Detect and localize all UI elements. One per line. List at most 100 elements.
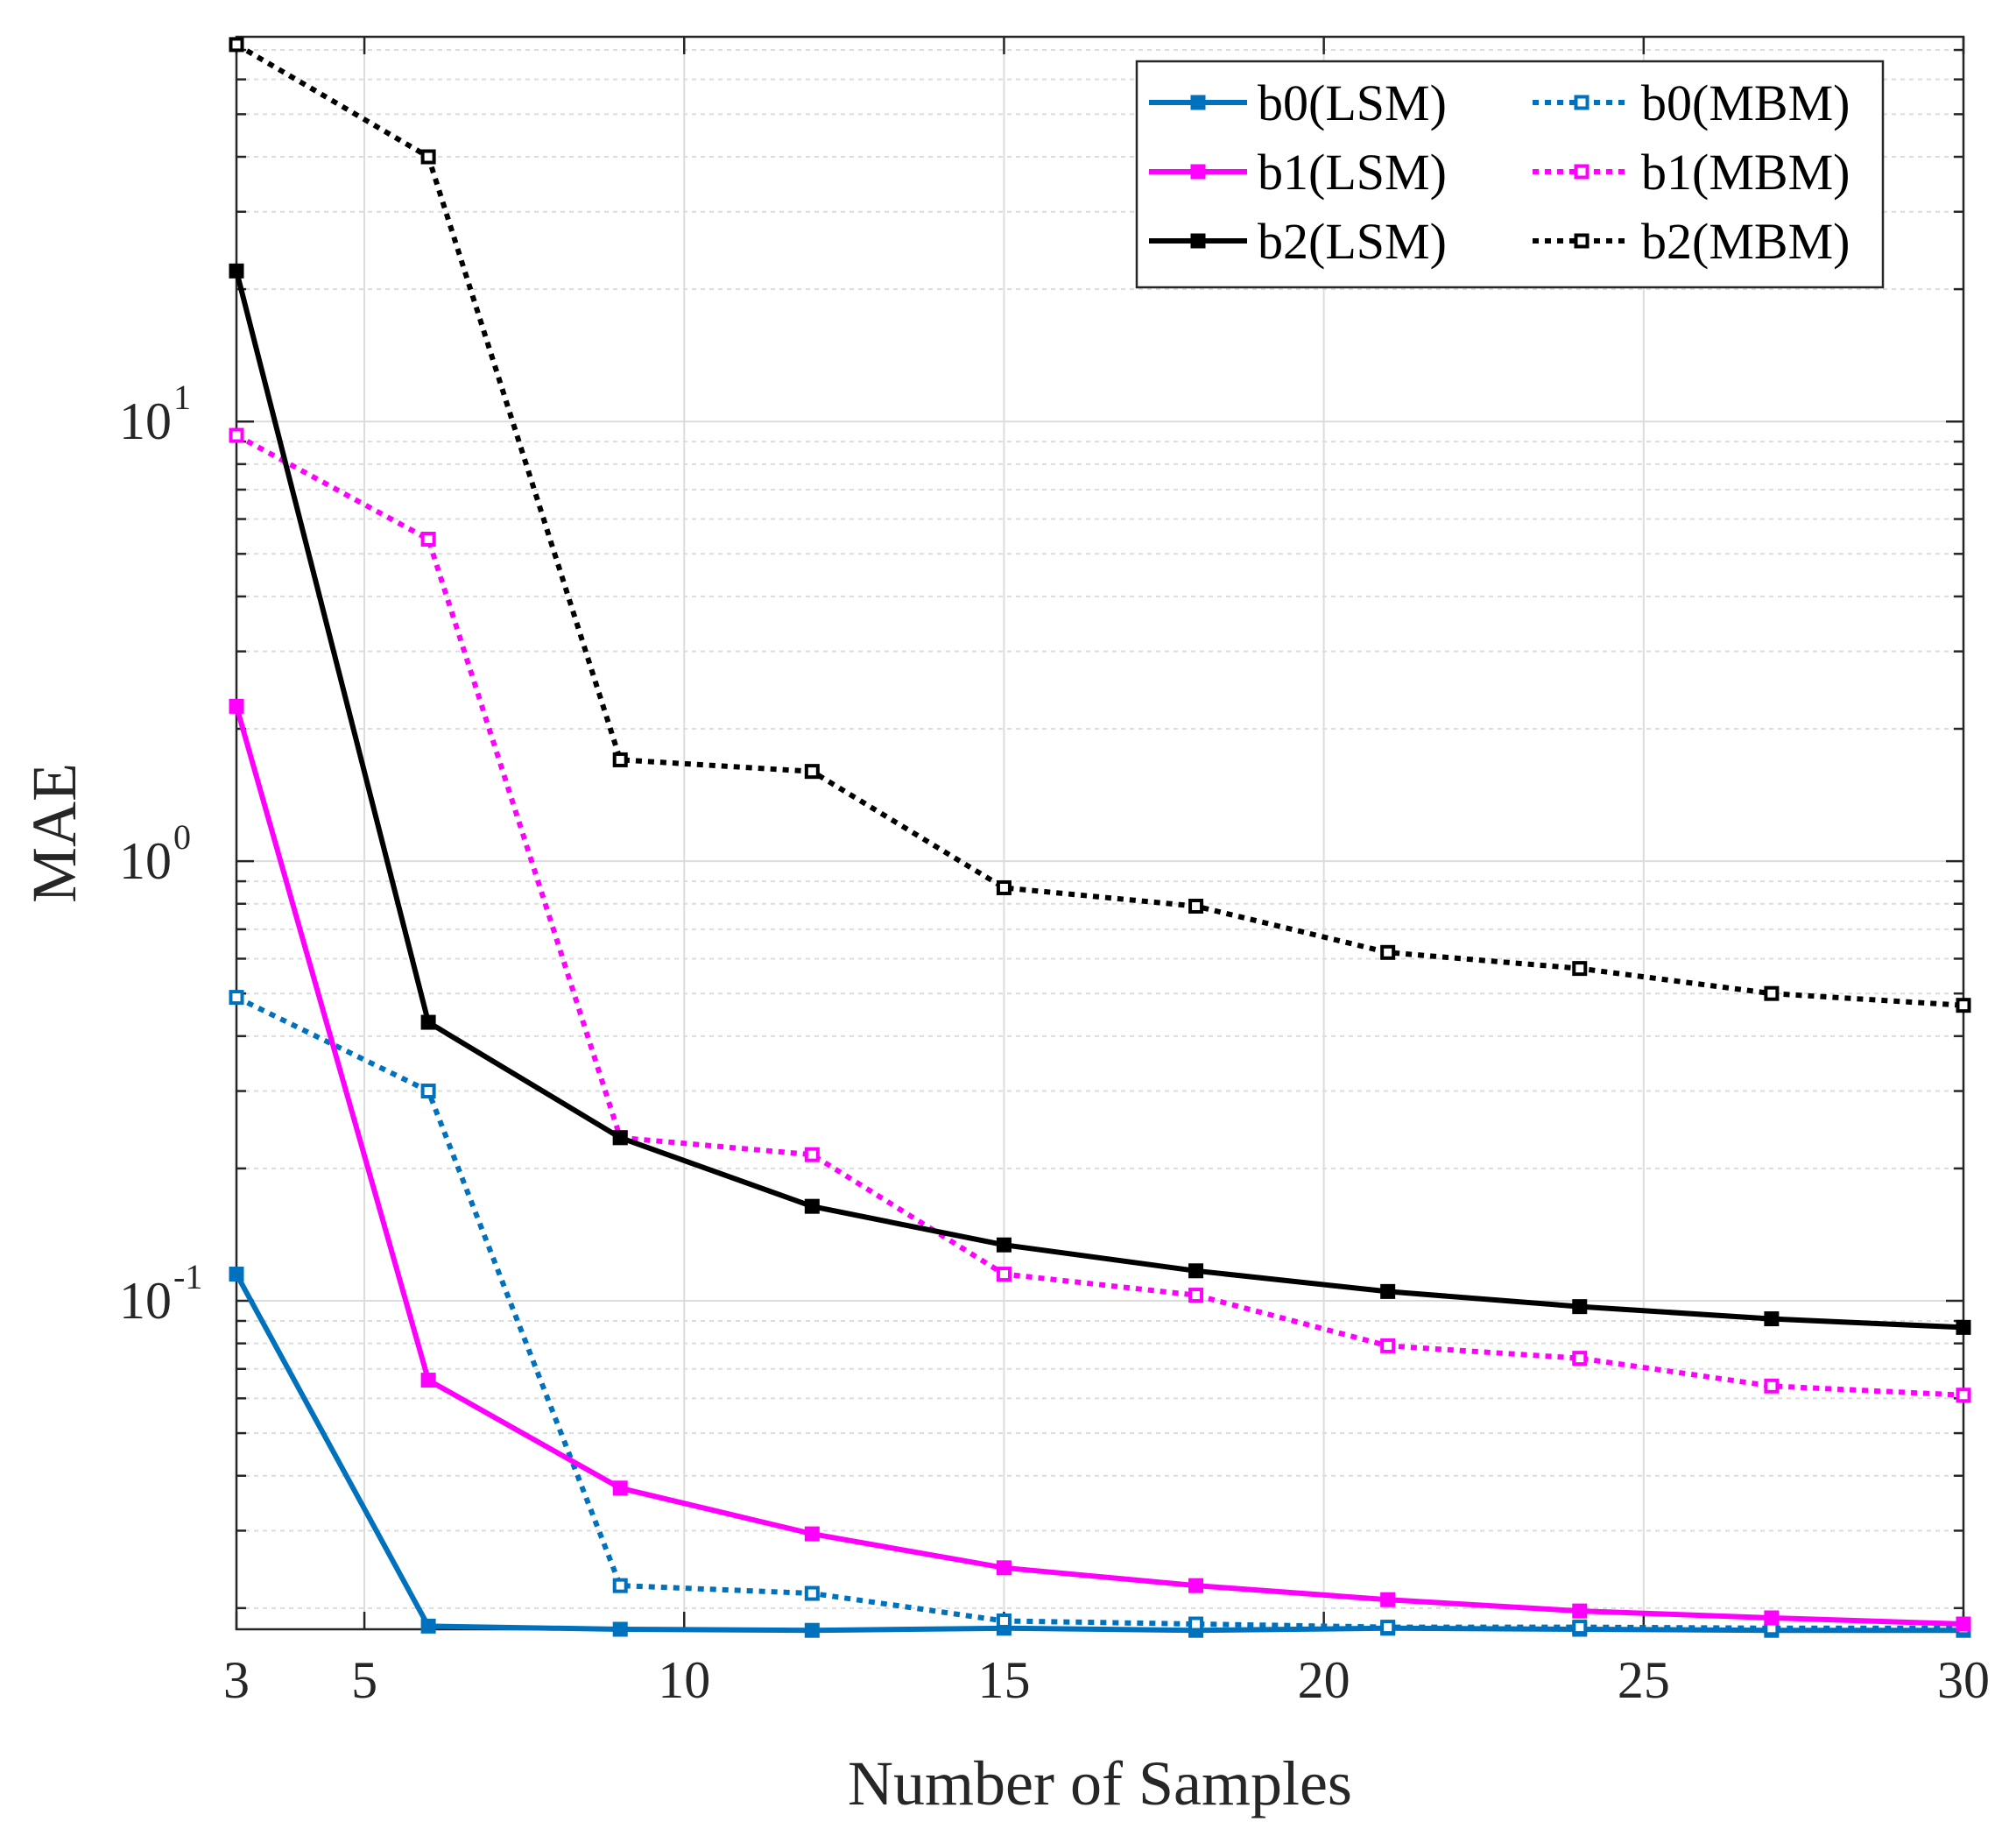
data-point (1572, 1299, 1588, 1315)
series-b1-lsm (229, 698, 1971, 1632)
series-line (234, 1273, 1963, 1634)
data-point (612, 752, 628, 767)
data-point (1572, 1620, 1588, 1635)
series-b2-mbm (229, 37, 1971, 1013)
data-point (1572, 1351, 1588, 1366)
data-point (612, 1578, 628, 1593)
legend-marker (1190, 164, 1206, 180)
data-point (1956, 1388, 1971, 1403)
legend-entry: b1(LSM) (1149, 144, 1447, 201)
data-point (804, 764, 820, 780)
data-point (229, 427, 244, 443)
data-point (420, 149, 436, 165)
data-point (1380, 1592, 1396, 1607)
data-point (229, 990, 244, 1006)
data-point (229, 263, 244, 279)
series-b0-lsm (229, 1267, 1971, 1638)
x-tick-label: 15 (977, 1651, 1030, 1709)
data-point (804, 1198, 820, 1214)
data-point (1188, 1616, 1204, 1632)
series-b1-mbm (229, 427, 1971, 1403)
data-point (1188, 898, 1204, 914)
data-point (996, 879, 1012, 895)
series-line (234, 705, 1964, 1627)
data-point (1956, 998, 1971, 1013)
data-point (612, 1621, 628, 1637)
data-point (1188, 1288, 1204, 1303)
legend-entry: b2(MBM) (1533, 213, 1850, 270)
data-point (804, 1622, 820, 1638)
data-point (612, 1480, 628, 1496)
series-b2-lsm (229, 263, 1971, 1335)
y-tick-exponent: -1 (173, 1257, 202, 1296)
legend-label: b1(LSM) (1258, 144, 1447, 201)
data-point (804, 1147, 820, 1162)
legend-marker (1574, 95, 1590, 110)
x-tick-label: 30 (1937, 1651, 1990, 1709)
data-point (1380, 944, 1396, 960)
data-point (420, 532, 436, 547)
legend-label: b2(MBM) (1641, 213, 1850, 270)
legend-label: b0(MBM) (1641, 74, 1850, 131)
data-series (229, 37, 1971, 1638)
legend-marker (1190, 95, 1206, 110)
data-point (1572, 961, 1588, 977)
y-tick-exponent: 1 (173, 378, 191, 417)
y-tick-label: 10 (119, 832, 172, 890)
x-axis-title: Number of Samples (848, 1748, 1352, 1818)
data-point (1188, 1578, 1204, 1593)
legend-entry: b2(LSM) (1149, 213, 1447, 270)
legend-label: b1(MBM) (1641, 144, 1850, 201)
data-point (1764, 1311, 1780, 1327)
legend-marker (1574, 164, 1590, 180)
data-point (996, 1237, 1012, 1253)
data-point (612, 1130, 628, 1146)
data-point (1572, 1603, 1588, 1619)
legend-entry: b0(MBM) (1533, 74, 1850, 131)
data-point (804, 1526, 820, 1542)
grid (236, 37, 1964, 1629)
x-tick-label: 20 (1298, 1651, 1350, 1709)
legend: b0(LSM) b0(MBM) b1(LSM) b1(MBM) b2(LSM) b2(MB… (1135, 60, 1885, 289)
x-tick-label: 5 (351, 1651, 377, 1709)
data-point (229, 1267, 244, 1282)
legend-label: b2(LSM) (1258, 213, 1447, 270)
data-point (229, 37, 244, 53)
x-tick-label: 25 (1618, 1651, 1670, 1709)
data-point (1764, 1378, 1780, 1394)
data-point (1380, 1283, 1396, 1299)
data-point (420, 1014, 436, 1030)
data-point (1380, 1338, 1396, 1353)
x-tick-label: 10 (658, 1651, 710, 1709)
data-point (996, 1613, 1012, 1628)
data-point (1956, 1319, 1971, 1335)
legend-entry: b1(MBM) (1533, 144, 1850, 201)
series-line (235, 994, 1963, 1631)
data-point (1188, 1263, 1204, 1279)
series-line (235, 42, 1964, 1008)
legend-marker (1190, 233, 1206, 249)
legend-box (1135, 60, 1885, 289)
legend-label: b0(LSM) (1258, 74, 1447, 131)
data-point (229, 698, 244, 714)
data-point (1764, 985, 1780, 1001)
legend-marker (1574, 233, 1590, 249)
x-tick-label: 3 (223, 1651, 250, 1709)
data-point (1380, 1620, 1396, 1635)
y-tick-label: 10 (119, 392, 172, 450)
series-line (234, 270, 1964, 1331)
y-tick-label: 10 (119, 1272, 172, 1330)
data-point (804, 1585, 820, 1601)
data-point (1764, 1610, 1780, 1626)
data-point (1956, 1616, 1971, 1632)
legend-entry: b0(LSM) (1149, 74, 1447, 131)
data-point (420, 1373, 436, 1388)
data-point (996, 1267, 1012, 1282)
data-point (996, 1560, 1012, 1576)
y-axis-title: MAE (19, 763, 89, 903)
data-point (420, 1618, 436, 1634)
data-point (420, 1084, 436, 1099)
y-tick-exponent: 0 (173, 817, 191, 857)
series-line (235, 433, 1964, 1398)
